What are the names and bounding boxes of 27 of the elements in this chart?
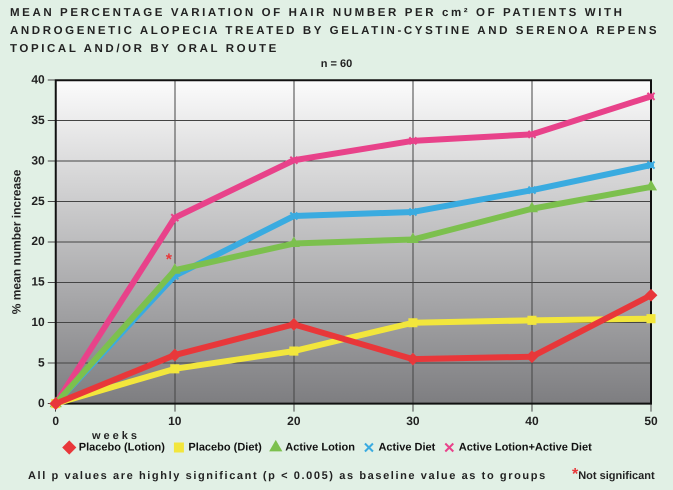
x-axis-title: weeks bbox=[92, 430, 140, 442]
x-tick-label: 50 bbox=[644, 414, 658, 428]
y-axis-title: % mean number increase bbox=[10, 169, 24, 314]
y-tick-label: 40 bbox=[31, 72, 46, 87]
x-tick-label: 10 bbox=[168, 414, 182, 428]
x-tick-label: 0 bbox=[52, 414, 60, 428]
text: All p values are highly significant (p < 0.005) as baseline value as to groups bbox=[28, 470, 547, 482]
legend-label: Active Lotion bbox=[285, 442, 356, 454]
y-tick-label: 15 bbox=[31, 274, 46, 289]
x-tick-label: 30 bbox=[406, 414, 420, 428]
y-tick-label: 5 bbox=[38, 355, 46, 370]
legend-label: Placebo (Lotion) bbox=[78, 442, 166, 454]
y-tick-label: 25 bbox=[31, 194, 46, 208]
y-tick-label: 35 bbox=[31, 112, 46, 127]
legend-label: Active Diet bbox=[378, 442, 436, 454]
y-tick-label: 10 bbox=[31, 315, 46, 330]
text: *Not significant bbox=[572, 466, 655, 484]
legend-label: Active Lotion+Active Diet bbox=[458, 442, 592, 454]
annotation: * bbox=[166, 252, 173, 269]
x-tick-label: 40 bbox=[525, 414, 539, 428]
legend-label: Placebo (Diet) bbox=[188, 442, 262, 454]
y-tick-label: 0 bbox=[38, 396, 46, 410]
y-tick-label: 30 bbox=[31, 153, 46, 168]
x-tick-label: 20 bbox=[287, 414, 301, 428]
y-tick-label: 20 bbox=[31, 234, 46, 248]
chart-subtitle: n = 60 bbox=[320, 58, 354, 70]
chart-title: MEAN PERCENTAGE VARIATION OF HAIR NUMBER PER cm² OF PATIENTS WITH ANDROGENETIC ALOPECIA TREATED BY GELATIN-CYSTINE AND SERENOA REPENS TOPICAL AND/OR BY ORAL ROUTE bbox=[10, 6, 660, 57]
